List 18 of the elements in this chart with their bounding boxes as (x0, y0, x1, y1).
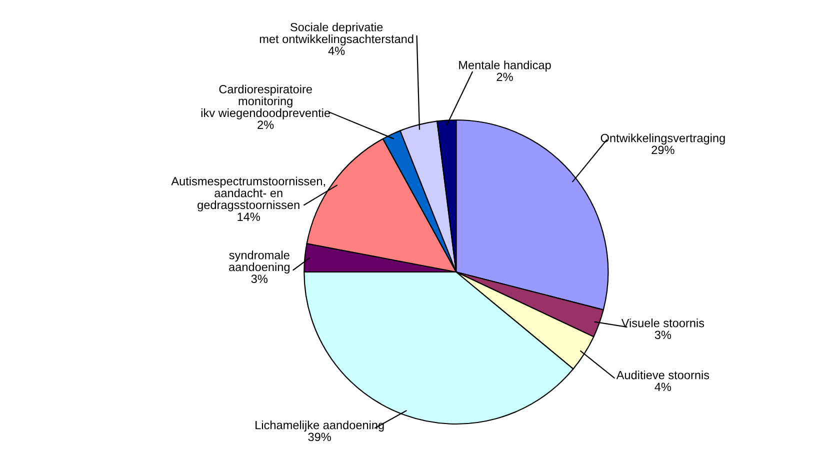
data-label: 3% (251, 274, 268, 284)
slice-label: Auditieve stoornis (616, 370, 710, 380)
data-label: 29% (652, 146, 674, 154)
data-label: 3% (654, 330, 672, 340)
slice-label: Cardiorespiratoire monitoring ikv wiegendoodpreventie (201, 84, 330, 120)
data-label: 4% (654, 382, 672, 392)
data-label: 39% (308, 432, 331, 442)
slice-label: syndromale aandoening (229, 250, 290, 274)
data-label: 14% (238, 212, 260, 221)
slice-label: Autismespectrumstoornissen, aandacht- en gedragsstoornissen (171, 176, 325, 212)
slice-label: Mentale handicap (459, 60, 551, 72)
slice-label: Sociale deprivatie met ontwikkelingsachterstand (260, 22, 414, 46)
slice-label: Lichamelijke aandoening (256, 420, 384, 432)
data-label: 2% (258, 120, 274, 129)
data-label: 2% (496, 72, 513, 82)
data-label: 4% (328, 46, 345, 55)
slice-label: Visuele stoornis (621, 318, 704, 328)
slice-label: Ontwikkelingsvertraging (600, 134, 725, 145)
